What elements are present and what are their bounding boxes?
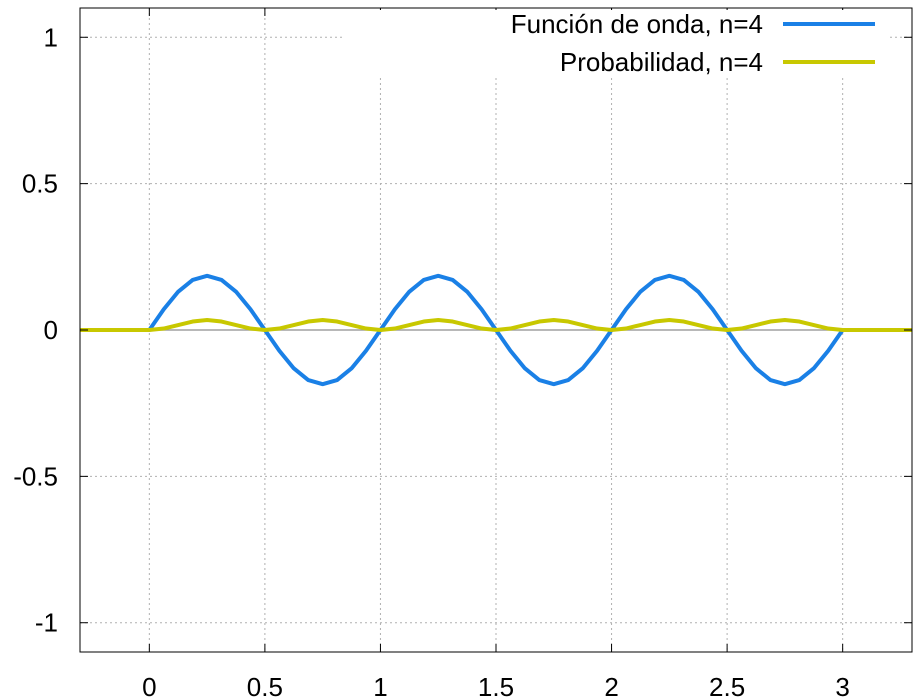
y-tick-label: 1 — [44, 22, 58, 52]
legend-label-0: Función de onda, n=4 — [511, 9, 763, 39]
y-tick-label: 0 — [44, 315, 58, 345]
x-tick-label: 1 — [373, 672, 387, 700]
ticks: 0 0.5 1 1.5 2 2.5 3 1 0.5 0 -0.5 -1 — [13, 8, 912, 700]
x-tick-label: 2 — [604, 672, 618, 700]
y-tick-label: -1 — [35, 608, 58, 638]
y-tick-label: -0.5 — [13, 461, 58, 491]
legend-box — [345, 10, 890, 76]
series-layer — [80, 273, 912, 387]
x-tick-label: 0.5 — [247, 672, 283, 700]
x-tick-label: 3 — [835, 672, 849, 700]
y-tick-label: 0.5 — [22, 169, 58, 199]
legend: Función de onda, n=4 Probabilidad, n=4 — [345, 9, 890, 77]
x-tick-label: 0 — [142, 672, 156, 700]
x-tick-label: 2.5 — [709, 672, 745, 700]
x-tick-label: 1.5 — [478, 672, 514, 700]
series-line-1 — [80, 318, 912, 332]
legend-label-1: Probabilidad, n=4 — [560, 47, 763, 77]
